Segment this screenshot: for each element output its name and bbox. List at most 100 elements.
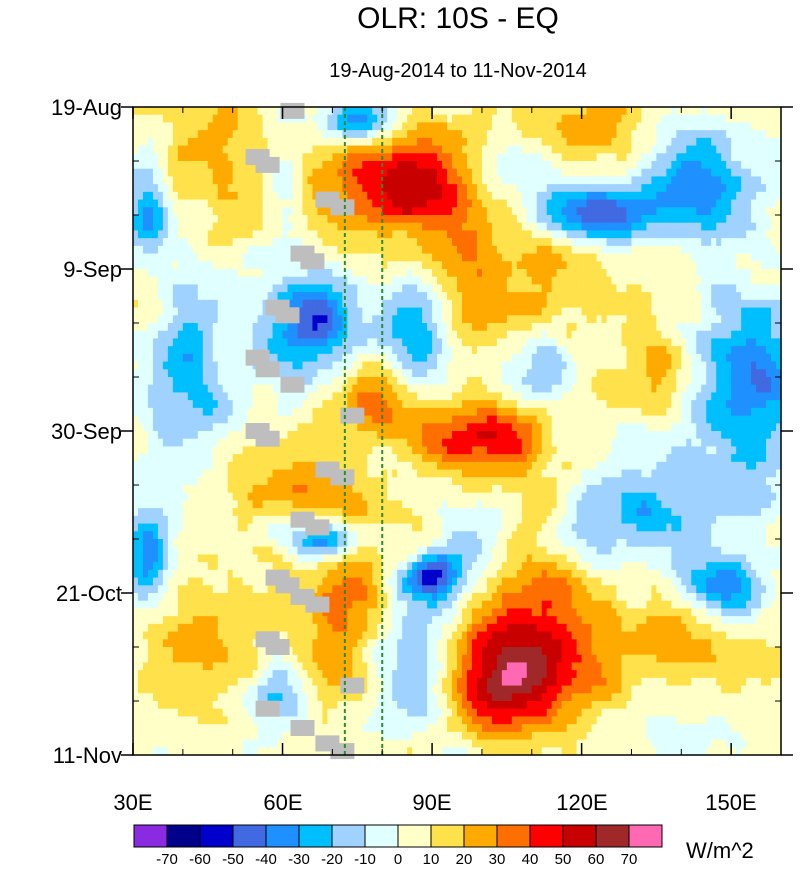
heatmap-cell: [287, 153, 294, 162]
heatmap-cell: [167, 153, 174, 162]
heatmap-cell: [636, 199, 643, 208]
heatmap-cell: [257, 315, 264, 324]
heatmap-cell: [227, 245, 234, 255]
heatmap-cell: [427, 253, 433, 262]
heatmap-cell: [432, 284, 438, 293]
heatmap-cell: [437, 269, 443, 278]
heatmap-cell: [631, 130, 638, 139]
heatmap-cell: [422, 145, 428, 154]
heatmap-cell: [761, 253, 767, 262]
heatmap-cell: [237, 230, 244, 239]
heatmap-cell: [302, 299, 309, 309]
heatmap-cell: [312, 107, 319, 116]
heatmap-cell: [152, 137, 159, 147]
heatmap-cell: [182, 361, 189, 370]
heatmap-cell: [227, 107, 234, 116]
heatmap-cell: [292, 369, 299, 378]
heatmap-cell: [616, 292, 623, 301]
heatmap-cell: [212, 168, 219, 178]
heatmap-cell: [681, 145, 687, 154]
heatmap-cell: [741, 161, 747, 170]
heatmap-cell: [197, 215, 204, 224]
heatmap-cell: [377, 122, 383, 131]
heatmap-cell: [626, 130, 633, 139]
heatmap-cell: [392, 338, 398, 347]
heatmap-cell: [172, 168, 179, 178]
heatmap-cell: [397, 284, 403, 293]
heatmap-cell: [471, 253, 478, 262]
heatmap-cell: [511, 222, 518, 232]
heatmap-cell: [192, 238, 199, 247]
heatmap-cell: [207, 261, 214, 270]
heatmap-cell: [631, 153, 638, 162]
heatmap-cell: [282, 137, 289, 147]
heatmap-cell: [661, 353, 667, 363]
heatmap-cell: [476, 369, 483, 378]
heatmap-cell: [556, 353, 563, 363]
heatmap-cell: [776, 284, 782, 293]
heatmap-cell: [761, 369, 767, 378]
heatmap-cell: [202, 130, 209, 139]
heatmap-cell: [611, 292, 618, 301]
heatmap-cell: [417, 145, 423, 154]
heatmap-cell: [317, 346, 324, 355]
heatmap-cell: [741, 361, 747, 370]
heatmap-cell: [137, 292, 144, 301]
heatmap-cell: [506, 346, 513, 355]
heatmap-cell: [357, 122, 363, 131]
heatmap-cell: [576, 292, 583, 301]
heatmap-cell: [342, 107, 348, 116]
heatmap-cell: [262, 245, 269, 255]
heatmap-cell: [756, 230, 762, 239]
heatmap-cell: [452, 184, 458, 193]
heatmap-cell: [237, 130, 244, 139]
heatmap-cell: [766, 377, 772, 386]
heatmap-cell: [741, 284, 747, 293]
heatmap-cell: [506, 130, 513, 139]
heatmap-cell: [541, 253, 548, 262]
heatmap-cell: [133, 361, 139, 370]
heatmap-cell: [651, 176, 657, 185]
heatmap-cell: [596, 377, 603, 386]
heatmap-cell: [496, 137, 503, 147]
heatmap-cell: [147, 330, 154, 340]
heatmap-cell: [626, 353, 633, 363]
heatmap-cell: [491, 130, 498, 139]
heatmap-cell: [182, 276, 189, 286]
heatmap-cell: [701, 207, 707, 216]
heatmap-cell: [427, 222, 433, 232]
heatmap-cell: [277, 215, 284, 224]
heatmap-cell: [357, 346, 363, 355]
heatmap-cell: [486, 330, 493, 340]
heatmap-cell: [641, 369, 648, 378]
heatmap-cell: [691, 230, 697, 239]
heatmap-cell: [207, 137, 214, 147]
heatmap-cell: [716, 176, 722, 185]
heatmap-cell: [471, 330, 478, 340]
heatmap-cell: [466, 377, 473, 386]
heatmap-cell: [586, 122, 593, 131]
heatmap-cell: [197, 253, 204, 262]
heatmap-cell: [377, 392, 383, 401]
heatmap-cell: [432, 191, 438, 201]
heatmap-cell: [232, 261, 239, 270]
heatmap-cell: [217, 323, 224, 332]
heatmap-cell: [182, 145, 189, 154]
heatmap-cell: [147, 161, 154, 170]
heatmap-cell: [232, 330, 239, 340]
heatmap-cell: [252, 307, 259, 316]
heatmap-cell: [521, 145, 528, 154]
heatmap-cell: [227, 338, 234, 347]
heatmap-cell: [576, 315, 583, 324]
heatmap-cell: [656, 284, 662, 293]
heatmap-cell: [222, 299, 229, 309]
heatmap-cell: [526, 369, 533, 378]
heatmap-cell: [541, 323, 548, 332]
heatmap-cell: [511, 338, 518, 347]
heatmap-cell: [646, 145, 652, 154]
heatmap-cell: [756, 107, 762, 116]
heatmap-cell: [327, 253, 333, 262]
heatmap-cell: [561, 261, 568, 270]
heatmap-cell: [566, 261, 573, 270]
heatmap-cell: [541, 130, 548, 139]
